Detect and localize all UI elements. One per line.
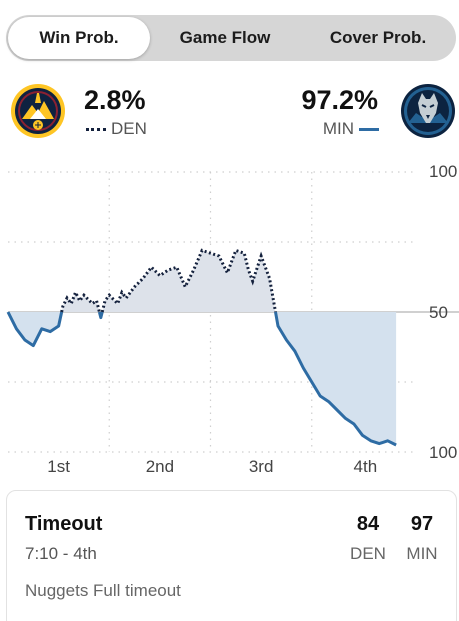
den-probability-line: [60, 288, 101, 313]
min-area-fill: [8, 312, 62, 346]
den-abbr: DEN: [111, 119, 147, 138]
den-win-probability: 2.8%: [84, 85, 146, 115]
play-time: 7:10 - 4th: [25, 544, 97, 563]
min-probability-line: [97, 311, 104, 320]
win-probability-chart: 100 50 100 1st 2nd 3rd 4th: [0, 160, 459, 480]
min-win-probability: 97.2%: [301, 85, 378, 115]
chart-labels: 100 50 100 1st 2nd 3rd 4th: [47, 162, 457, 476]
den-score-label: DEN: [350, 544, 386, 563]
den-area-fill: [102, 250, 276, 312]
play-description: Nuggets Full timeout: [25, 581, 181, 600]
win-probability-chart-svg: 100 50 100 1st 2nd 3rd 4th: [6, 162, 459, 476]
y-tick-label: 100: [429, 162, 457, 181]
x-tick-label-3rd: 3rd: [249, 457, 274, 476]
tab-game-flow[interactable]: Game Flow: [179, 28, 271, 47]
min-solid-line-key: [359, 127, 379, 131]
den-dotted-line-key: [86, 127, 106, 131]
min-area-fill: [275, 312, 397, 445]
min-probability-line: [274, 311, 397, 447]
min-abbr: MIN: [322, 119, 354, 138]
chart-fills: [8, 250, 397, 445]
den-score: 84: [356, 513, 380, 535]
min-probability-line: [6, 311, 64, 348]
den-legend: DEN: [86, 119, 147, 139]
min-legend: MIN: [323, 119, 379, 139]
min-score: 97: [410, 513, 434, 535]
tab-win-prob[interactable]: Win Prob.: [8, 17, 150, 59]
play-title: Timeout: [25, 513, 103, 535]
den-probability-line: [100, 248, 277, 313]
x-tick-label-1st: 1st: [47, 457, 70, 476]
min-score-label: MIN: [406, 544, 438, 563]
y-tick-label: 100: [429, 443, 457, 462]
team-probability-row: 2.8% DEN 97.2% MIN: [0, 80, 459, 142]
x-tick-label-2nd: 2nd: [146, 457, 174, 476]
y-tick-label: 50: [429, 303, 448, 322]
x-tick-label-4th: 4th: [354, 457, 378, 476]
timberwolves-logo-icon: [401, 84, 455, 138]
chart-lines: [6, 248, 397, 447]
last-play-card[interactable]: Timeout 7:10 - 4th Nuggets Full timeout …: [6, 490, 457, 621]
nuggets-logo-icon: [11, 84, 65, 138]
win-prob-tab-bar: Win Prob. Game Flow Cover Prob.: [6, 15, 456, 61]
den-area-fill: [61, 292, 100, 312]
tab-cover-prob[interactable]: Cover Prob.: [329, 28, 427, 47]
